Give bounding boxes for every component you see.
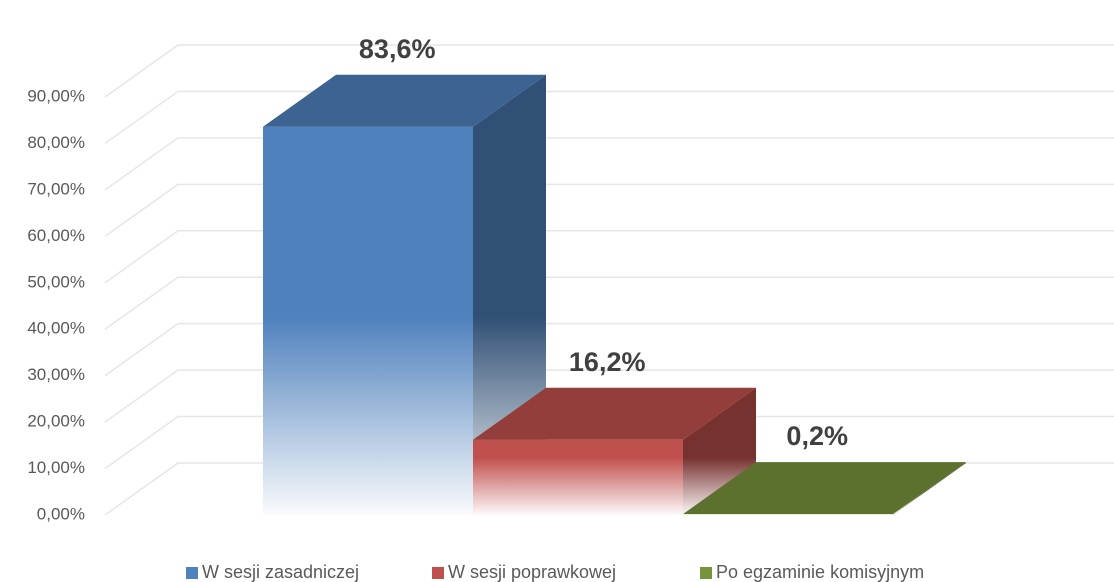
y-tick-label: 10,00% bbox=[27, 458, 85, 477]
grid-line bbox=[104, 415, 1114, 470]
y-tick-label: 0,00% bbox=[37, 504, 85, 523]
data-label: 0,2% bbox=[786, 421, 848, 451]
grid-line bbox=[104, 137, 1114, 191]
bar-fade bbox=[263, 74, 546, 516]
data-label: 16,2% bbox=[569, 347, 646, 377]
y-tick-label: 50,00% bbox=[27, 272, 85, 291]
y-tick-label: 70,00% bbox=[27, 179, 85, 198]
bar-top bbox=[473, 387, 756, 440]
grid-line bbox=[104, 230, 1114, 284]
legend-swatch bbox=[432, 567, 444, 579]
legend-label: W sesji poprawkowej bbox=[448, 562, 616, 582]
y-tick-label: 40,00% bbox=[27, 319, 85, 338]
data-label: 83,6% bbox=[359, 34, 436, 64]
legend-swatch bbox=[186, 567, 198, 579]
grid-line bbox=[104, 322, 1114, 377]
y-tick-label: 90,00% bbox=[27, 86, 85, 105]
legend-label: Po egzaminie komisyjnym bbox=[716, 562, 924, 582]
legend-label: W sesji zasadniczej bbox=[202, 562, 359, 582]
grid-line bbox=[104, 90, 1114, 145]
grid-line bbox=[104, 369, 1114, 423]
bar-fade bbox=[473, 387, 756, 515]
y-tick-label: 20,00% bbox=[27, 412, 85, 431]
grid-line bbox=[104, 183, 1114, 237]
legend-swatch bbox=[700, 567, 712, 579]
grid-line bbox=[104, 276, 1114, 330]
y-tick-label: 30,00% bbox=[27, 365, 85, 384]
y-tick-label: 60,00% bbox=[27, 226, 85, 245]
grid-line bbox=[104, 44, 1114, 98]
y-tick-label: 80,00% bbox=[27, 133, 85, 152]
bar-top bbox=[263, 74, 546, 127]
bar-top bbox=[683, 462, 966, 515]
